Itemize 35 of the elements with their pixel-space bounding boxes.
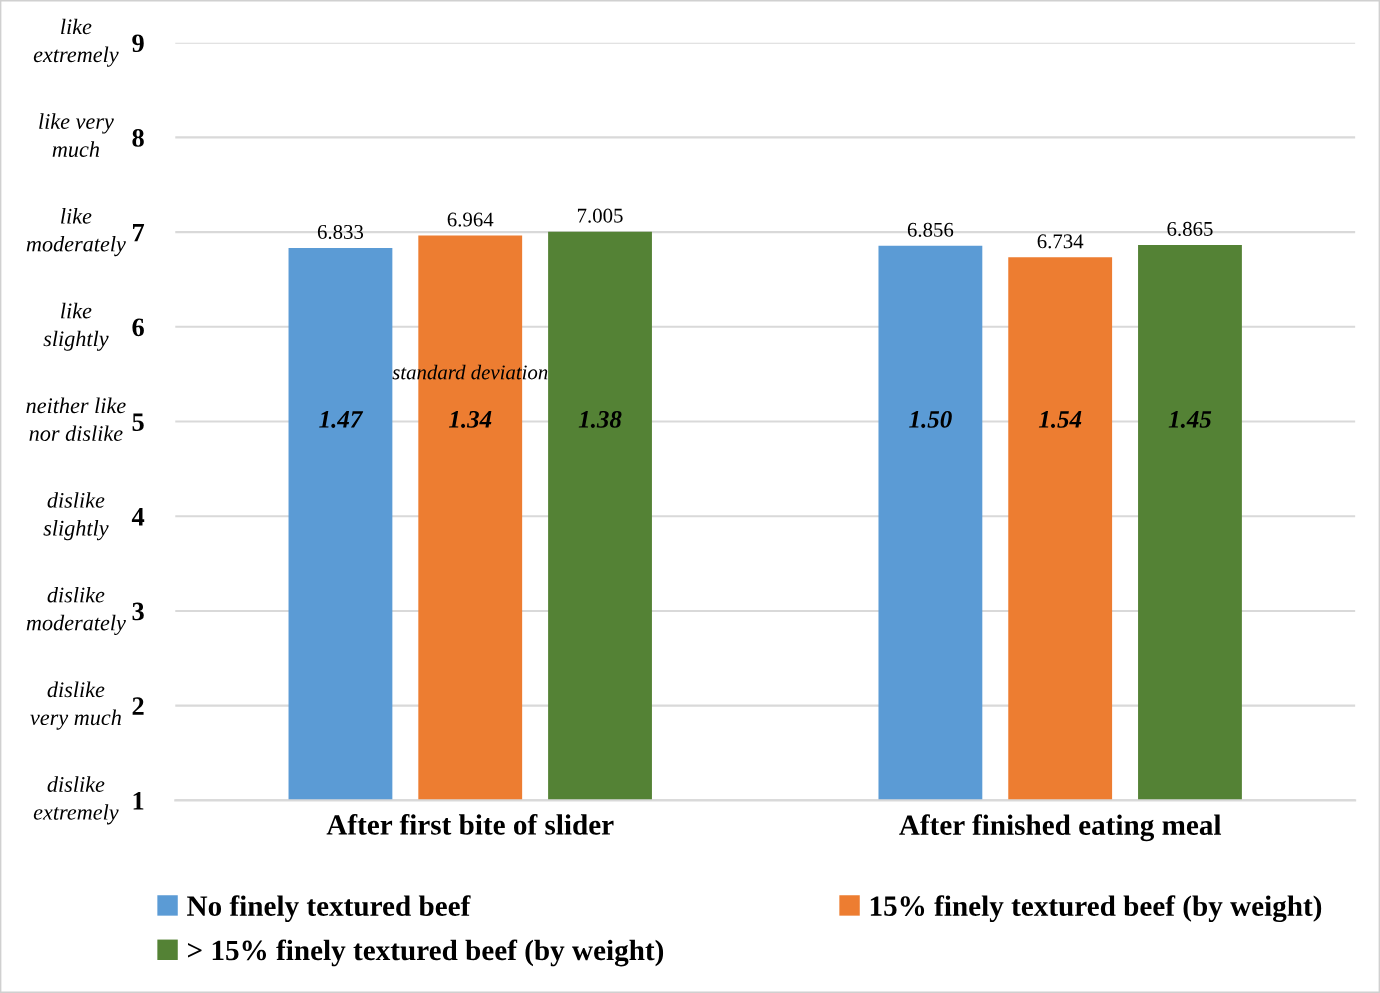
y-tick-label: 2 — [132, 697, 144, 715]
text: like slightly — [43, 302, 109, 351]
y-tick-label: 3 — [132, 602, 144, 621]
annotation: 1.54 — [1038, 411, 1082, 428]
data-label: 7.005 — [577, 208, 623, 223]
x-tick-label: After finished eating meal — [899, 814, 1222, 842]
y-tick-label: 1 — [133, 792, 144, 810]
text: dislike slightly — [43, 492, 109, 541]
data-label: 6.833 — [317, 224, 364, 240]
text: neither like nor dislike — [26, 397, 126, 442]
text: like very much — [39, 113, 114, 157]
y-tick-label: 9 — [132, 34, 144, 53]
data-label: 6.964 — [447, 212, 494, 227]
legend-label: No finely textured beef — [187, 895, 471, 922]
y-tick-label: 4 — [131, 508, 145, 526]
text: like moderately — [26, 208, 126, 257]
text: dislike moderately — [26, 586, 126, 635]
legend-label: 15% finely textured beef (by weight) — [870, 895, 1322, 923]
data-label: 6.865 — [1167, 221, 1213, 237]
y-tick-label: 7 — [133, 223, 145, 242]
annotation: 1.47 — [319, 411, 364, 428]
annotation: 1.38 — [578, 410, 622, 428]
text: dislike extremely — [33, 776, 119, 825]
annotation: 1.50 — [909, 410, 952, 428]
text: dislike very much — [30, 681, 121, 730]
data-label: 6.856 — [907, 222, 954, 237]
annotation: 1.34 — [448, 410, 492, 428]
data-label: 6.734 — [1037, 234, 1084, 249]
y-tick-label: 8 — [132, 129, 144, 147]
text: like extremely — [33, 18, 119, 67]
y-tick-label: 6 — [132, 318, 144, 337]
annotation: 1.45 — [1168, 411, 1212, 428]
legend-label: > 15% finely textured beef (by weight) — [188, 939, 664, 967]
x-tick-label: After first bite of slider — [326, 813, 614, 835]
y-tick-label: 5 — [132, 413, 144, 431]
